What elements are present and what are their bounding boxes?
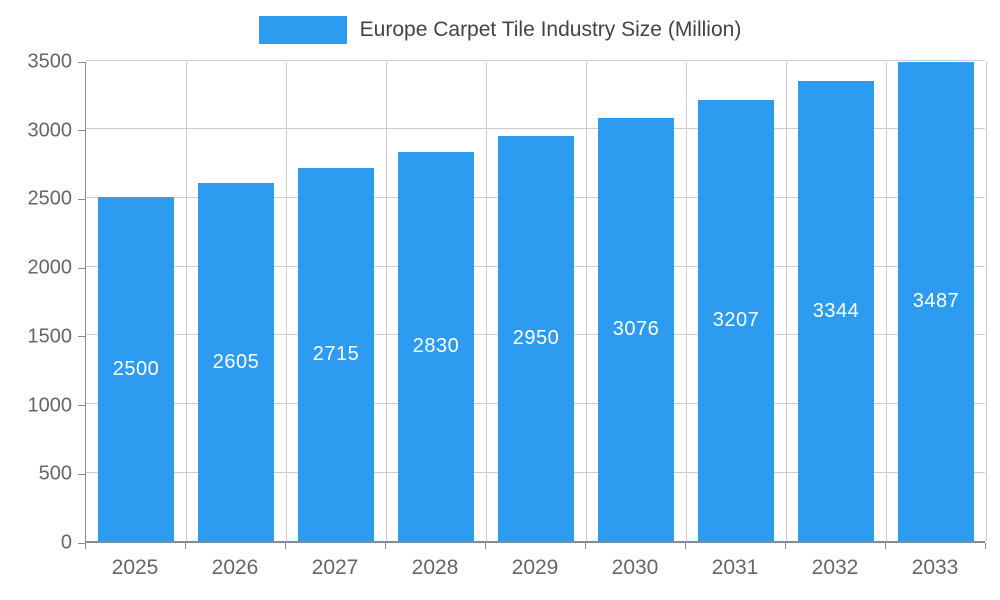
chart-title: Europe Carpet Tile Industry Size (Millio… — [359, 18, 742, 41]
bar: 2830 — [398, 152, 474, 541]
v-gridline — [885, 62, 887, 541]
y-tick-mark — [78, 130, 85, 132]
bar: 3487 — [898, 61, 974, 541]
x-tick-mark — [484, 543, 486, 549]
x-tick-label: 2030 — [611, 556, 659, 579]
v-gridline — [285, 62, 287, 541]
bar-value-label: 3487 — [912, 289, 960, 312]
bar: 3344 — [798, 81, 874, 541]
bar-value-label: 3207 — [712, 309, 760, 332]
x-tick-mark — [684, 543, 686, 549]
v-gridline — [585, 62, 587, 541]
y-tick-label: 1500 — [27, 325, 73, 348]
x-tick-mark — [284, 543, 286, 549]
y-tick-label: 0 — [60, 531, 72, 554]
x-tick-mark — [984, 543, 986, 549]
v-gridline — [685, 62, 687, 541]
x-tick-label: 2029 — [511, 556, 559, 579]
h-gridline — [86, 128, 985, 130]
v-gridline — [185, 62, 187, 541]
bar-value-label: 2715 — [312, 342, 360, 365]
y-tick-mark — [78, 61, 85, 63]
y-tick-label: 3500 — [27, 50, 73, 73]
plot-area: 2500 2605 2715 2830 2950 3076 3207 3344 3487 — [85, 59, 987, 543]
bar-value-label: 2950 — [512, 326, 560, 349]
legend-swatch — [258, 16, 347, 44]
x-tick-mark — [784, 543, 786, 549]
x-tick-label: 2031 — [711, 556, 759, 579]
bar: 3076 — [598, 118, 674, 541]
chart-legend: Europe Carpet Tile Industry Size (Millio… — [0, 16, 1000, 44]
x-tick-mark — [84, 543, 86, 549]
v-gridline — [985, 62, 987, 541]
y-tick-label: 2000 — [27, 256, 73, 279]
h-gridline — [86, 59, 985, 61]
y-tick-label: 500 — [38, 462, 72, 485]
y-tick-mark — [78, 405, 85, 407]
x-tick-label: 2033 — [911, 556, 959, 579]
bar-value-label: 2500 — [112, 357, 160, 380]
bar-value-label: 2830 — [412, 335, 460, 358]
x-tick-label: 2032 — [811, 556, 859, 579]
bar: 2715 — [298, 167, 374, 541]
x-tick-mark — [384, 543, 386, 549]
x-tick-label: 2027 — [311, 556, 359, 579]
bar-value-label: 2605 — [212, 350, 260, 373]
x-tick-label: 2028 — [411, 556, 459, 579]
y-tick-mark — [78, 336, 85, 338]
y-tick-label: 1000 — [27, 394, 73, 417]
bar: 2500 — [98, 197, 174, 541]
bar: 3207 — [698, 100, 774, 541]
x-tick-mark — [884, 543, 886, 549]
v-gridline — [785, 62, 787, 541]
y-tick-mark — [78, 473, 85, 475]
y-tick-label: 2500 — [27, 187, 73, 210]
y-tick-label: 3000 — [27, 119, 73, 142]
x-tick-mark — [184, 543, 186, 549]
y-tick-mark — [78, 542, 85, 544]
x-tick-mark — [584, 543, 586, 549]
bar-value-label: 3076 — [612, 318, 660, 341]
x-tick-label: 2025 — [111, 556, 159, 579]
v-gridline — [485, 62, 487, 541]
bar: 2605 — [198, 183, 274, 541]
bar: 2950 — [498, 135, 574, 541]
bar-value-label: 3344 — [812, 299, 860, 322]
y-tick-mark — [78, 198, 85, 200]
v-gridline — [385, 62, 387, 541]
x-tick-label: 2026 — [211, 556, 259, 579]
y-tick-mark — [78, 267, 85, 269]
